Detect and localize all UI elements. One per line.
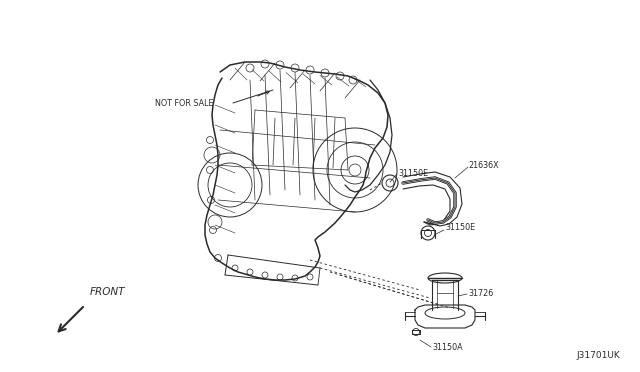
Text: NOT FOR SALE: NOT FOR SALE (155, 99, 214, 108)
Text: FRONT: FRONT (90, 287, 125, 297)
Text: 31150E: 31150E (398, 169, 428, 177)
Text: 31726: 31726 (468, 289, 493, 298)
Text: 31150E: 31150E (445, 224, 475, 232)
Text: J31701UK: J31701UK (576, 351, 620, 360)
Text: 31150A: 31150A (432, 343, 463, 353)
Text: 21636X: 21636X (468, 160, 499, 170)
